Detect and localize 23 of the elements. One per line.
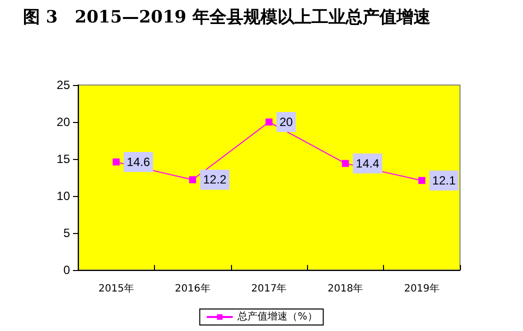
data-label: 12.1 [432,173,456,188]
legend-label: 总产值增速（%） [236,310,318,322]
y-tick-label: 25 [56,78,70,92]
x-tick-label: 2017年 [251,282,287,294]
point [189,176,196,184]
x-tick-label: 2018年 [328,282,364,294]
point [112,158,120,166]
x-tick-label: 2016年 [174,282,210,294]
data-label: 12.2 [203,172,227,187]
point [266,118,272,126]
data-label: 14.4 [356,156,380,170]
point [418,176,426,184]
y-tick-label: 10 [56,189,70,203]
y-tick-label: 20 [56,115,70,129]
x-tick-label: 2015年 [98,282,134,294]
x-tick-label: 2019年 [404,282,440,294]
y-tick-label: 0 [63,263,70,277]
chart-title: 图 3 2015—2019 年全县规模以上工业总产值增速 [23,8,430,28]
y-tick-label: 15 [56,152,70,166]
data-label: 20 [280,115,294,129]
data-label: 14.6 [126,154,150,169]
y-tick-label: 5 [63,226,70,240]
point [342,160,349,167]
